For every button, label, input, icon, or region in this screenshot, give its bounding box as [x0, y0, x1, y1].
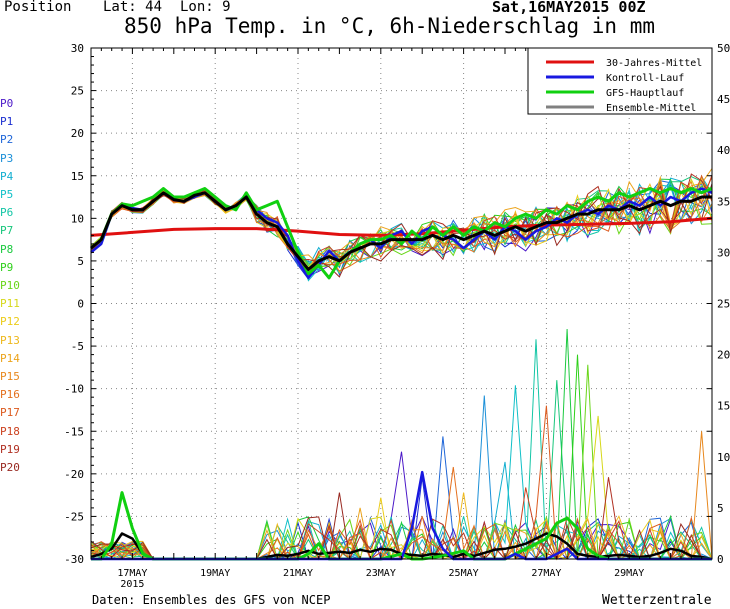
member-label-p4: P4 [0, 169, 14, 183]
member-label-p7: P7 [0, 224, 14, 238]
y-right-tick-label: 30 [717, 246, 730, 259]
x-tick-label: 19MAY [200, 568, 230, 579]
date-label: Sat,16MAY2015 00Z [492, 0, 646, 16]
member-label-p15: P15 [0, 370, 20, 383]
x-tick-label: 17MAY [117, 568, 147, 579]
legend-label: Kontroll-Lauf [606, 73, 684, 84]
y-right-tick-label: 25 [717, 298, 730, 311]
y-left-tick-label: -10 [64, 383, 84, 396]
member-precip-line-p10 [90, 364, 713, 561]
member-label-p6: P6 [0, 206, 14, 220]
y-left-tick-label: 10 [71, 212, 84, 225]
member-label-p17: P17 [0, 406, 20, 420]
y-left-tick-label: 0 [77, 298, 84, 311]
position-label: Position [4, 0, 72, 15]
lat-label: Lat: 44 [103, 0, 163, 15]
member-label-p1: P1 [0, 115, 14, 129]
member-precip-line-p7 [90, 380, 712, 561]
member-label-p16: P16 [0, 388, 20, 402]
member-label-p18: P18 [0, 424, 20, 438]
y-right-tick-label: 0 [717, 553, 724, 566]
member-label-p12: P12 [0, 315, 20, 329]
footer-brand: Wetterzentrale [602, 593, 712, 608]
member-label-p3: P3 [0, 151, 14, 165]
member-precip-line-p5 [90, 385, 713, 561]
series-30-jahres-mittel [90, 216, 713, 237]
legend-label: 30-Jahres-Mittel [606, 58, 702, 69]
x-tick-sublabel: 2015 [120, 579, 144, 590]
member-label-p20: P20 [0, 461, 20, 474]
member-precip-line-p11 [90, 415, 712, 561]
y-left-tick-label: 25 [71, 85, 84, 98]
member-label-p11: P11 [0, 297, 20, 311]
member-label-p10: P10 [0, 279, 20, 292]
x-tick-label: 27MAY [531, 568, 561, 579]
x-tick-label: 21MAY [283, 568, 313, 579]
y-right-tick-label: 35 [717, 195, 730, 208]
x-tick-label: 29MAY [614, 568, 644, 579]
y-left-tick-label: -25 [64, 510, 84, 523]
series-ensemble-mittel [90, 191, 712, 271]
lon-label: Lon: 9 [180, 0, 231, 15]
y-left-tick-label: -20 [64, 468, 84, 481]
legend-label: Ensemble-Mittel [606, 103, 696, 114]
y-left-tick-label: -15 [64, 425, 84, 438]
y-right-tick-label: 40 [717, 144, 730, 157]
member-label-p2: P2 [0, 133, 14, 147]
y-left-tick-label: 20 [71, 127, 84, 140]
y-left-tick-label: 15 [71, 170, 84, 183]
member-label-p0: P0 [0, 97, 14, 110]
y-right-tick-label: 5 [717, 502, 724, 515]
member-label-p19: P19 [0, 442, 20, 456]
member-precip-line-p3 [90, 395, 713, 561]
series-gfs-hauptlauf [90, 187, 713, 280]
member-label-p14: P14 [0, 351, 20, 365]
y-right-tick-label: 15 [717, 400, 730, 413]
x-tick-label: 23MAY [366, 568, 396, 579]
x-tick-label: 25MAY [449, 568, 479, 579]
member-label-p8: P8 [0, 242, 14, 256]
legend-label: GFS-Hauptlauf [606, 88, 684, 99]
footer-source: Daten: Ensembles des GFS von NCEP [92, 593, 331, 607]
legend-box [527, 47, 713, 115]
member-precip-line-p19 [90, 477, 712, 561]
y-left-tick-label: -5 [71, 340, 84, 353]
y-right-tick-label: 20 [717, 349, 730, 362]
y-right-tick-label: 10 [717, 451, 730, 464]
member-label-p13: P13 [0, 333, 20, 347]
member-label-p5: P5 [0, 188, 14, 201]
y-right-tick-label: 50 [717, 42, 730, 55]
y-left-tick-label: 30 [71, 42, 84, 55]
y-left-tick-label: -30 [64, 553, 84, 566]
chart-title: 850 hPa Temp. in °C, 6h-Niederschlag in … [124, 14, 656, 38]
member-precip-line-p1 [90, 477, 713, 561]
member-label-p9: P9 [0, 260, 14, 274]
y-right-tick-label: 45 [717, 93, 730, 106]
y-left-tick-label: 5 [77, 255, 84, 268]
